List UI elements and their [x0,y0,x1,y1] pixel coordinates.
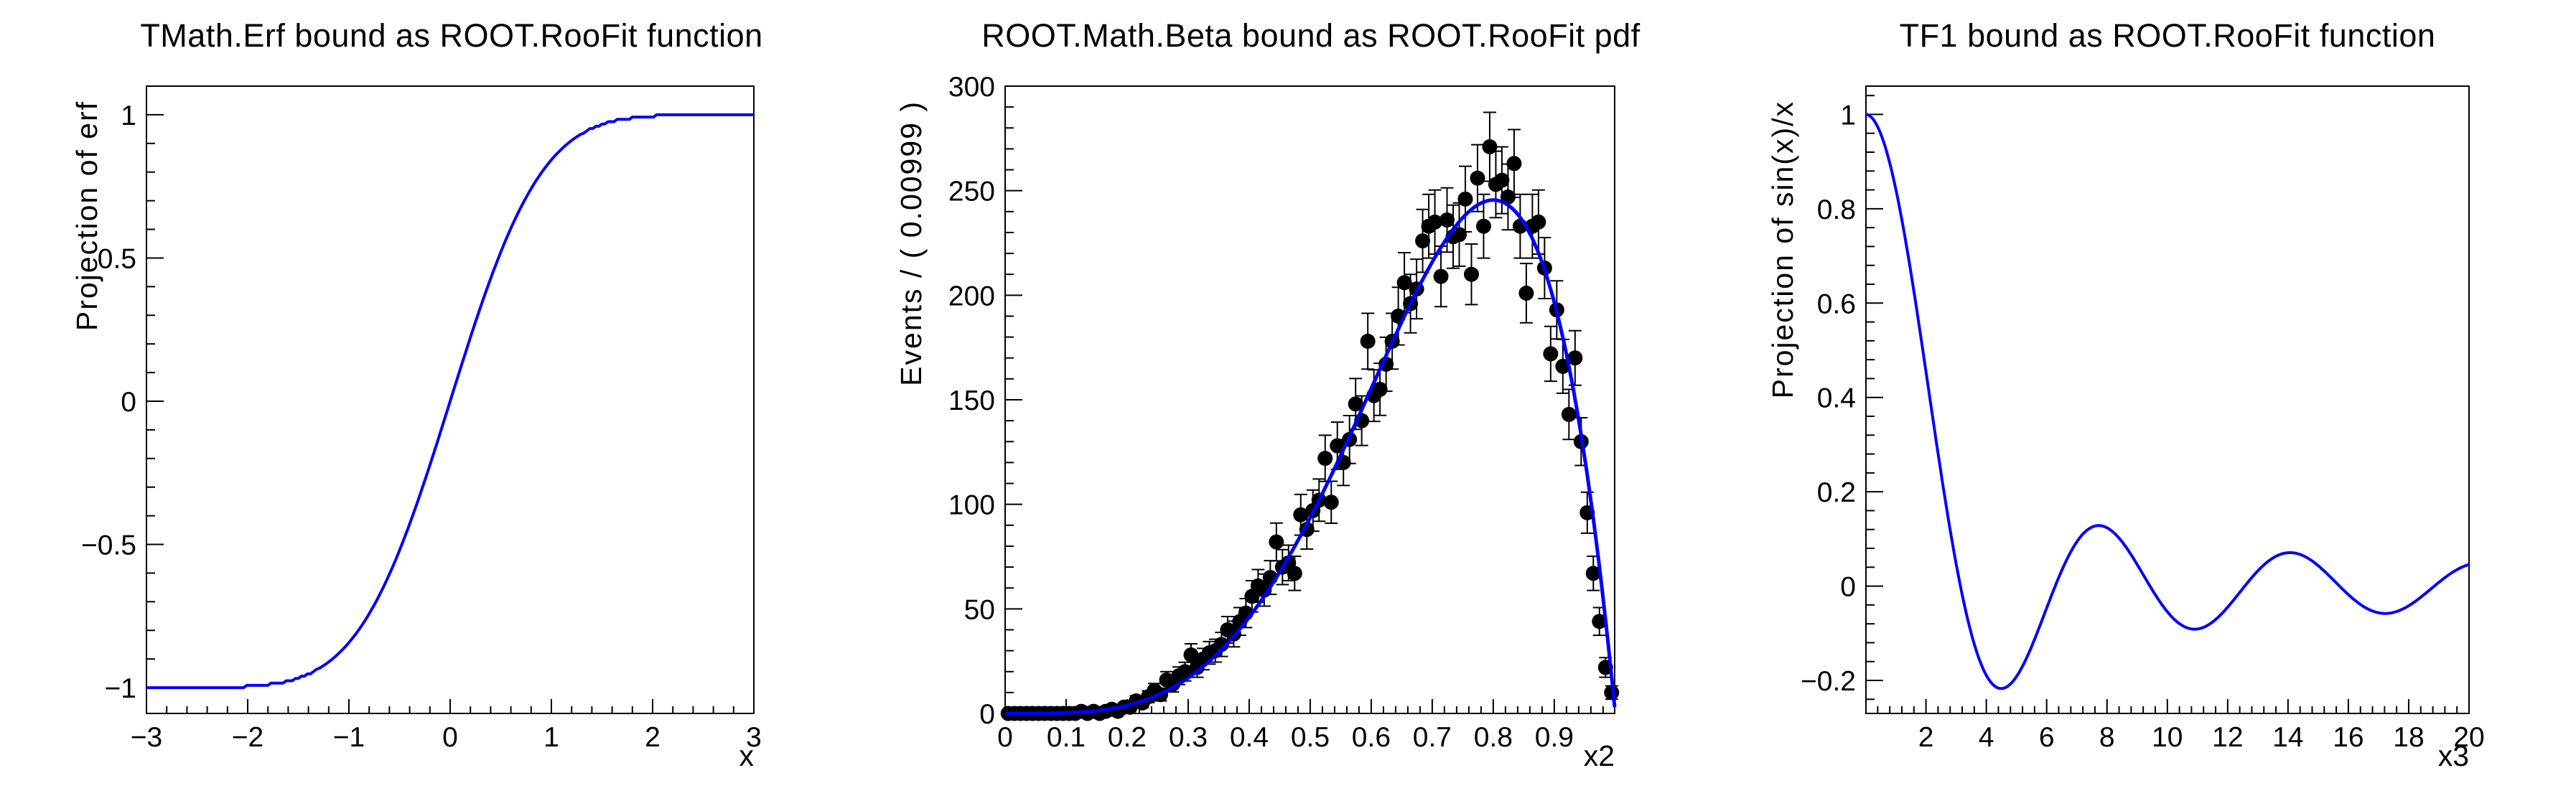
data-point-marker [1457,191,1473,207]
data-point-marker [1543,346,1559,362]
x-tick-label: 2 [1918,722,1934,753]
plot-frame [1865,85,2470,714]
x-tick-label: 14 [2272,722,2303,753]
pad2-x-axis-title: x2 [1583,739,1615,772]
plot-frame [1004,85,1615,714]
data-point-marker [1396,275,1412,291]
x-tick-label: 2 [645,722,661,753]
y-tick-label: −0.5 [81,530,136,561]
erf-function-plot: −3 −2 −1 0 1 2 3 −1 −0.5 0 0.5 1 [81,85,762,753]
x-tick-label: 0.9 [1535,722,1574,753]
data-point-marker [1372,381,1388,397]
data-point-marker [1415,233,1431,249]
x-tick-label: 0.8 [1474,722,1513,753]
x-tick-label: 0.6 [1352,722,1391,753]
axes-ticks: 0 0.1 0.2 0.3 0.4 0.5 0.6 0.7 0.8 0.9 0 50 100 150 200… [948,72,1604,753]
function-curve [1865,113,2470,690]
x-tick-label: 0.4 [1230,722,1269,753]
y-tick-label: 0 [1840,572,1856,603]
y-tick-label: 0.5 [98,243,136,274]
data-point-marker [1348,396,1363,412]
x-tick-label: 6 [2039,722,2055,753]
data-point-marker [1585,566,1601,581]
data-point-marker [1427,214,1443,230]
data-point-marker [1561,406,1577,422]
pad1-title: TMath.Erf bound as ROOT.RooFit function [140,17,763,54]
x-tick-label: 16 [2333,722,2363,753]
function-curve [146,113,754,690]
x-tick-label: 1 [543,722,559,753]
y-tick-label: 50 [964,594,995,625]
x-tick-label: 0.7 [1413,722,1452,753]
y-tick-label: −1 [105,673,136,704]
x-tick-label: 10 [2152,722,2183,753]
y-tick-label: 0.4 [1817,383,1856,414]
data-point-marker [1330,438,1345,454]
x-tick-label: 20 [2453,722,2484,753]
data-point-marker [1360,333,1376,349]
pad1-x-axis-title: x [739,739,755,772]
x-tick-label: −1 [333,722,365,753]
x-tick-label: 12 [2212,722,2243,753]
x-tick-label: 0.1 [1047,722,1086,753]
data-point-marker [1293,507,1309,523]
data-point-marker [1506,156,1522,172]
x-tick-label: 18 [2393,722,2424,753]
y-tick-label: 100 [948,490,995,521]
axes-ticks: −3 −2 −1 0 1 2 3 −1 −0.5 0 0.5 1 [81,85,762,753]
data-point-marker [1452,227,1467,243]
pad3-title: TF1 bound as ROOT.RooFit function [1899,17,2436,54]
y-tick-label: −0.2 [1801,666,1856,697]
x-tick-label: 3 [746,722,762,753]
beta-pdf-fit-plot: 0 0.1 0.2 0.3 0.4 0.5 0.6 0.7 0.8 0.9 0 50 100 150 200… [948,72,1620,753]
sinc-function-plot: 2 4 6 8 10 12 14 16 18 20 −0.2 0 0.2 0.4 0.6 0.8 1 [1801,85,2485,753]
data-point-marker [1567,350,1583,366]
y-tick-label: 0.2 [1817,477,1856,508]
x-tick-label: 0 [442,722,458,753]
x-tick-label: −2 [232,722,263,753]
data-points [1000,111,1620,721]
axes-ticks: 2 4 6 8 10 12 14 16 18 20 −0.2 0 0.2 0.4 0.6 0.8 1 [1801,95,2485,753]
data-point-marker [1433,268,1449,284]
data-point-marker [1470,170,1485,186]
data-point-marker [1287,566,1302,581]
x-tick-label: 8 [2099,722,2115,753]
y-tick-label: 0 [979,699,995,730]
x-tick-label: 0.5 [1291,722,1330,753]
y-tick-label: 0 [121,387,136,418]
data-point-marker [1592,614,1607,629]
data-point-marker [1439,212,1455,228]
y-tick-label: 1 [121,100,136,131]
data-point-marker [1531,214,1546,230]
x-tick-label: −3 [131,722,162,753]
x-tick-label: 0.2 [1108,722,1147,753]
data-point-marker [1213,637,1229,652]
y-tick-label: 300 [948,72,995,103]
y-tick-label: 250 [948,177,995,207]
y-tick-label: 150 [948,385,995,416]
data-point-marker [1494,172,1510,188]
x-tick-label: 4 [1979,722,1994,753]
data-point-marker [1317,451,1333,467]
function-curve [1005,198,1617,716]
data-point-marker [1269,534,1284,550]
data-point-marker [1323,495,1339,510]
y-tick-label: 1 [1840,100,1856,131]
pad2-title: ROOT.Math.Beta bound as ROOT.RooFit pdf [981,17,1641,54]
data-point-marker [1463,266,1479,282]
y-tick-label: 0.8 [1817,195,1856,225]
data-point-marker [1183,647,1199,662]
data-point-marker [1482,139,1498,154]
y-tick-label: 200 [948,281,995,312]
y-tick-label: 0.6 [1817,289,1856,319]
data-point-marker [1518,285,1534,301]
data-point-marker [1475,218,1491,234]
pad3-x-axis-title: x3 [2437,739,2469,772]
x-tick-label: 0.3 [1169,722,1208,753]
x-tick-label: 0 [997,722,1013,753]
